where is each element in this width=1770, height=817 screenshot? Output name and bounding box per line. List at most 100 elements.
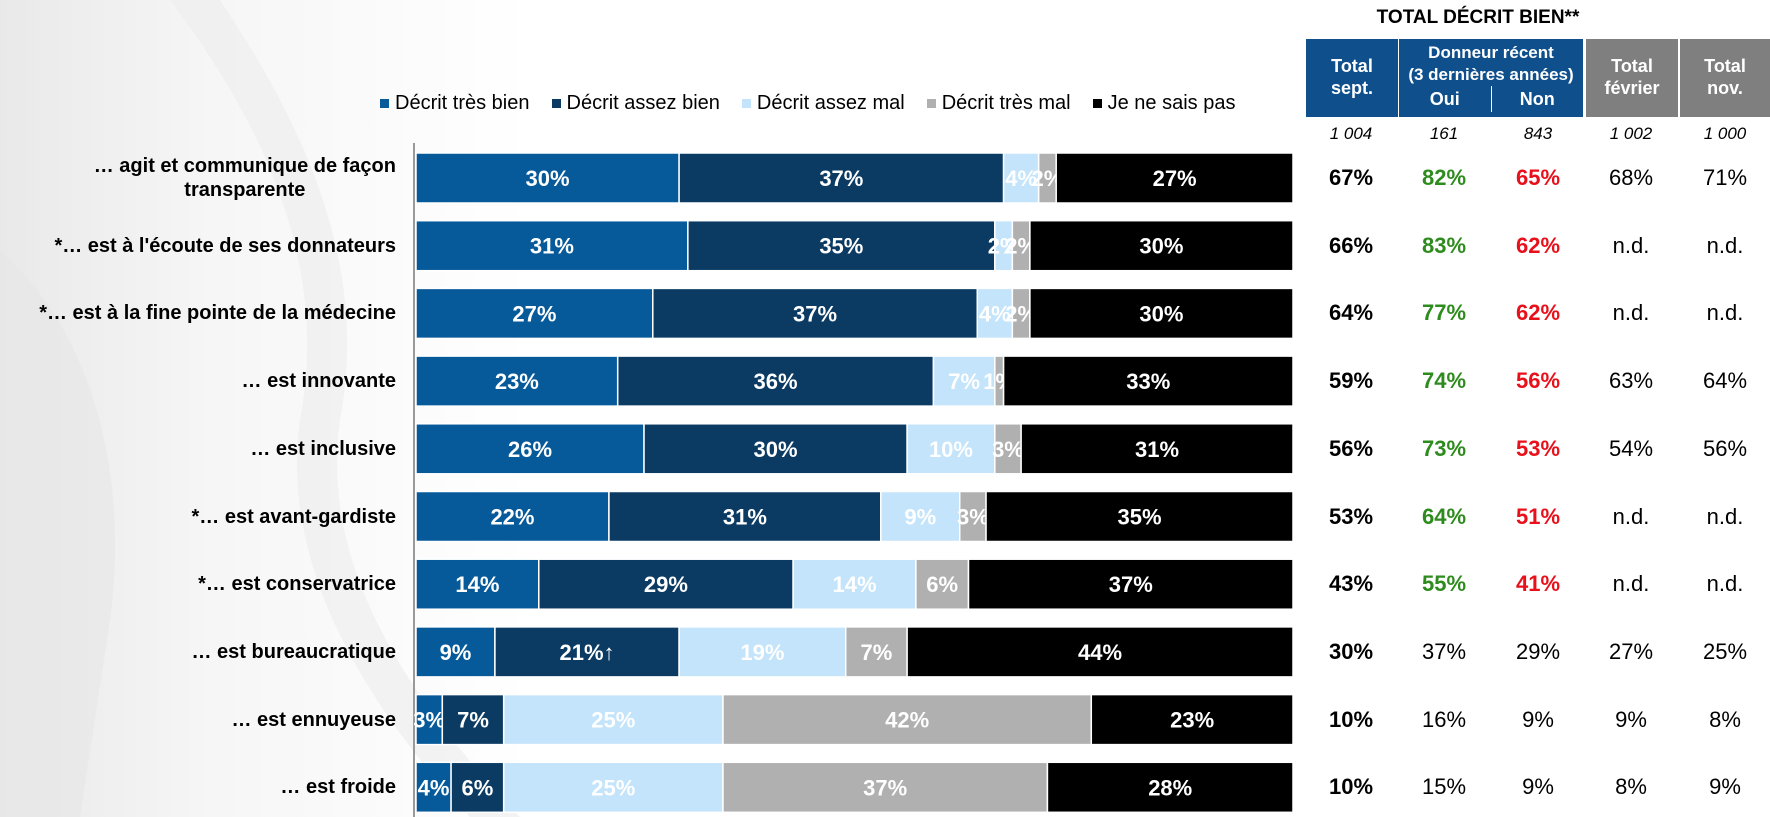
header-total-fevrier: Total février [1586,39,1678,117]
table-cell: 8% [1615,774,1647,800]
table-cell: n.d. [1706,232,1744,258]
bar-value-label: 3% [957,505,989,530]
bar-value-label: 30% [526,166,570,191]
table-cell: 10% [1328,706,1374,732]
table-cell: 51% [1515,503,1561,529]
row-label: … est inclusive [250,437,396,460]
base-count: 843 [1523,124,1553,143]
bar-segment [1020,423,1294,475]
bar-segment [906,626,1294,678]
table-cell: 74% [1421,368,1467,394]
bar-value-label: 31% [1135,437,1179,462]
table-cell: 15% [1421,774,1467,800]
table-cell: 43% [1328,571,1374,597]
bar-segment [958,490,987,543]
bar-value-label: 31% [530,234,574,259]
table-cell: 10% [1328,774,1374,800]
legend-swatch [926,98,936,108]
bar-value-label: 7% [457,708,489,733]
table-cell: 25% [1702,638,1748,664]
legend-item: Décrit assez mal [741,92,905,115]
bar-segment [1046,761,1294,814]
bar-segment [967,558,1294,610]
bar-value-label: 4% [418,775,450,800]
table-cell: 27% [1608,638,1654,664]
table-cell: 53% [1328,503,1374,529]
table-cell: 73% [1421,435,1467,461]
table-cell: 54% [1608,435,1654,461]
bar-segment [415,219,689,272]
bar-value-label: 6% [461,775,493,800]
table-cell: 41% [1515,571,1561,597]
table-cell: 77% [1421,300,1467,326]
table-cell: 9% [1709,774,1741,800]
legend-label: Je ne sais pas [1107,91,1236,114]
bar-value-label: 28% [1148,775,1192,800]
bar-segment [687,219,996,272]
table-cell: 59% [1328,368,1374,394]
bar-value-label: 37% [1109,572,1153,597]
table-cell: 56% [1702,435,1748,461]
table-cell: n.d. [1612,300,1650,326]
legend-label: Décrit très bien [395,91,530,114]
legend-item: Je ne sais pas [1092,91,1236,115]
table-cell: 64% [1328,300,1374,326]
header-total-nov: Total nov. [1680,39,1770,117]
bar-value-label: 42% [885,708,929,733]
bar-value-label: 4% [979,301,1011,326]
bar-segment [494,626,680,678]
bar-value-label: 14% [455,572,499,597]
bar-segment [1055,152,1294,204]
bar-segment [450,761,505,814]
table-cell: 82% [1421,165,1467,190]
header-donneur-label: Donneur récent (3 dernières années) [1408,43,1574,84]
legend-label: Décrit assez bien [566,91,720,114]
bar-segment [608,490,882,543]
bar-segment [415,287,654,340]
table-cell: n.d. [1612,503,1650,529]
table-cell: 66% [1328,232,1374,258]
bar-value-label: 27% [512,301,556,326]
table-cell: 62% [1515,232,1561,258]
header-non: Non [1519,89,1555,109]
bar-segment [415,626,496,678]
bar-segment [415,152,680,204]
bar-value-label: 25% [591,775,635,800]
bar-segment [415,761,452,814]
bar-value-label: 31% [723,505,767,530]
table-cell: 83% [1421,232,1467,258]
bar-value-label: 36% [754,369,798,394]
bar-segment [722,693,1093,746]
header-total-nov-label: Total nov. [1704,56,1746,98]
bar-value-label: 10% [929,437,973,462]
table-cell: 16% [1421,706,1467,732]
bar-value-label: 44% [1078,640,1122,665]
bar-value-label: 3% [992,437,1024,462]
row-label: *… est à la fine pointe de la médecine [39,302,396,325]
header-oui: Oui [1399,86,1492,112]
row-label: *… est conservatrice [198,573,396,596]
table-cell: 9% [1522,706,1554,732]
bar-value-label: 19% [740,640,784,665]
legend-item: Décrit assez bien [551,91,720,115]
base-count: 161 [1429,124,1459,143]
bar-value-label: 35% [1118,505,1162,530]
bar-value-label: 30% [754,437,798,462]
bar-value-label: 29% [644,572,688,597]
bar-value-label: 21%↑ [559,640,614,665]
row-label: … agit et communique de façon transparen… [93,155,396,201]
legend-swatch [1092,98,1102,108]
table-cell: 63% [1608,368,1654,394]
table-cell: 9% [1522,774,1554,800]
table-cell: 29% [1515,638,1561,664]
bar-value-label: 4% [1005,166,1037,191]
legend-item: Décrit très bien [380,92,530,115]
bar-value-label: 33% [1126,369,1170,394]
header-total-sept: Total sept. [1306,39,1398,117]
chart-legend: Décrit très bien Décrit assez bien Décrit … [380,90,1280,116]
header-donneur-recent: Donneur récent (3 dernières années) Oui … [1399,39,1583,117]
bar-value-label: 9% [440,640,472,665]
legend-item: Décrit très mal [926,92,1071,115]
table-cell: 64% [1702,368,1748,394]
legend-swatch [380,98,389,108]
